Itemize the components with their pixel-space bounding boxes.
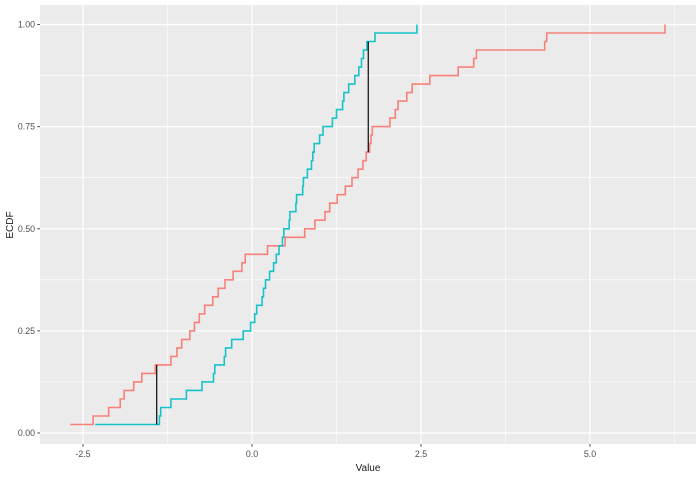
y-tick-label: 0.00 <box>18 428 35 438</box>
x-tick-label: 0.0 <box>246 449 258 459</box>
axis-tick-marks <box>37 24 591 447</box>
axis-tick-labels: -2.5 0.0 2.5 5.0 0.00 0.25 0.50 0.75 1.00 <box>18 20 596 460</box>
ecdf-line-sample-2-cyan <box>95 24 418 426</box>
grid-minor-lines <box>40 5 696 444</box>
ecdf-step-lines <box>70 24 666 426</box>
y-tick-label: 0.75 <box>18 122 35 132</box>
x-tick-label: 2.5 <box>415 449 427 459</box>
grid-major-lines <box>40 5 696 444</box>
x-axis-title: Value <box>356 463 381 474</box>
y-tick-label: 1.00 <box>18 20 35 30</box>
ecdf-line-sample-1-red <box>70 24 666 426</box>
ks-distance-segments <box>156 41 369 425</box>
x-tick-label: -2.5 <box>75 449 90 459</box>
x-tick-label: 5.0 <box>584 449 596 459</box>
y-axis-title: ECDF <box>5 211 16 238</box>
y-tick-label: 0.25 <box>18 326 35 336</box>
y-tick-label: 0.50 <box>18 224 35 234</box>
